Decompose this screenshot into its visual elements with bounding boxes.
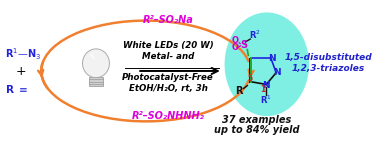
Ellipse shape	[82, 49, 109, 78]
Text: R $\equiv$: R $\equiv$	[5, 83, 28, 95]
Text: EtOH/H₂O, rt, 3h: EtOH/H₂O, rt, 3h	[129, 84, 208, 93]
Text: N: N	[268, 54, 276, 63]
Text: 1,2,3-triazoles: 1,2,3-triazoles	[291, 64, 365, 73]
Text: Photocatalyst-Free: Photocatalyst-Free	[122, 73, 214, 82]
FancyBboxPatch shape	[89, 77, 103, 86]
Text: R²–SO₂NHNH₂: R²–SO₂NHNH₂	[132, 111, 204, 121]
Text: Metal- and: Metal- and	[142, 52, 194, 61]
Text: N: N	[262, 81, 270, 90]
Text: 1,5-disubstituted: 1,5-disubstituted	[284, 53, 372, 62]
Ellipse shape	[225, 12, 309, 116]
Text: N: N	[273, 68, 281, 77]
Text: 5: 5	[248, 74, 253, 83]
Text: R: R	[235, 86, 242, 96]
Text: R$^2$: R$^2$	[249, 29, 261, 41]
Text: R$^1$: R$^1$	[260, 94, 272, 106]
Text: +: +	[16, 65, 26, 78]
Text: R$^1$—N$_3$: R$^1$—N$_3$	[5, 46, 41, 61]
Text: White LEDs (20 W): White LEDs (20 W)	[122, 41, 213, 50]
Text: S: S	[240, 40, 247, 50]
Text: up to 84% yield: up to 84% yield	[214, 125, 299, 136]
Text: 1: 1	[260, 85, 265, 94]
Text: O: O	[231, 36, 239, 45]
Text: R²–SO₂Na: R²–SO₂Na	[143, 15, 194, 25]
Text: O: O	[231, 43, 239, 52]
Text: 37 examples: 37 examples	[222, 115, 291, 125]
